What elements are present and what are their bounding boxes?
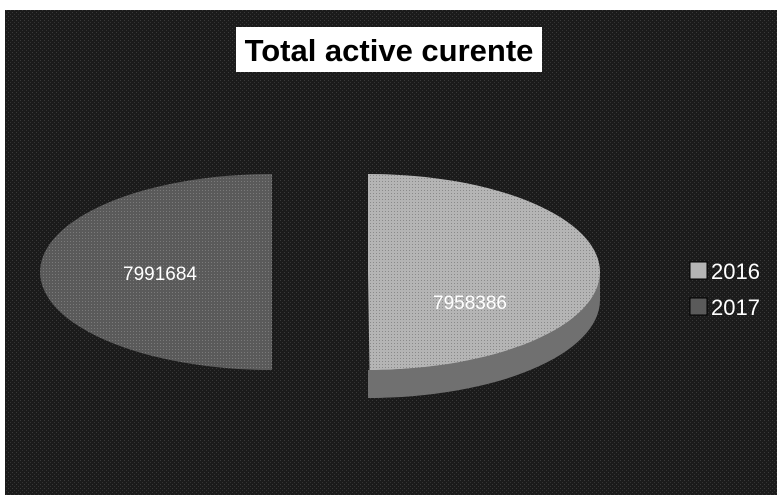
pie-slice-2017[interactable]: [40, 174, 272, 370]
legend-label-2017: 2017: [711, 295, 760, 320]
legend-swatch-2016: [689, 261, 708, 280]
chart-title: Total active curente: [245, 33, 534, 68]
title-box: Total active curente: [236, 27, 542, 72]
data-label-2016: 7958386: [433, 293, 507, 314]
legend-label-2016: 2016: [711, 259, 760, 284]
legend: 2016 2017: [689, 259, 760, 320]
title-background: [236, 27, 542, 72]
data-labels: 7958386 7991684: [123, 264, 507, 314]
pie-slice-2016[interactable]: [368, 174, 600, 370]
data-label-2017: 7991684: [123, 264, 197, 285]
slice-2016-side: [368, 272, 600, 398]
legend-swatch-2017: [689, 297, 708, 316]
pie-slices: [40, 174, 600, 398]
